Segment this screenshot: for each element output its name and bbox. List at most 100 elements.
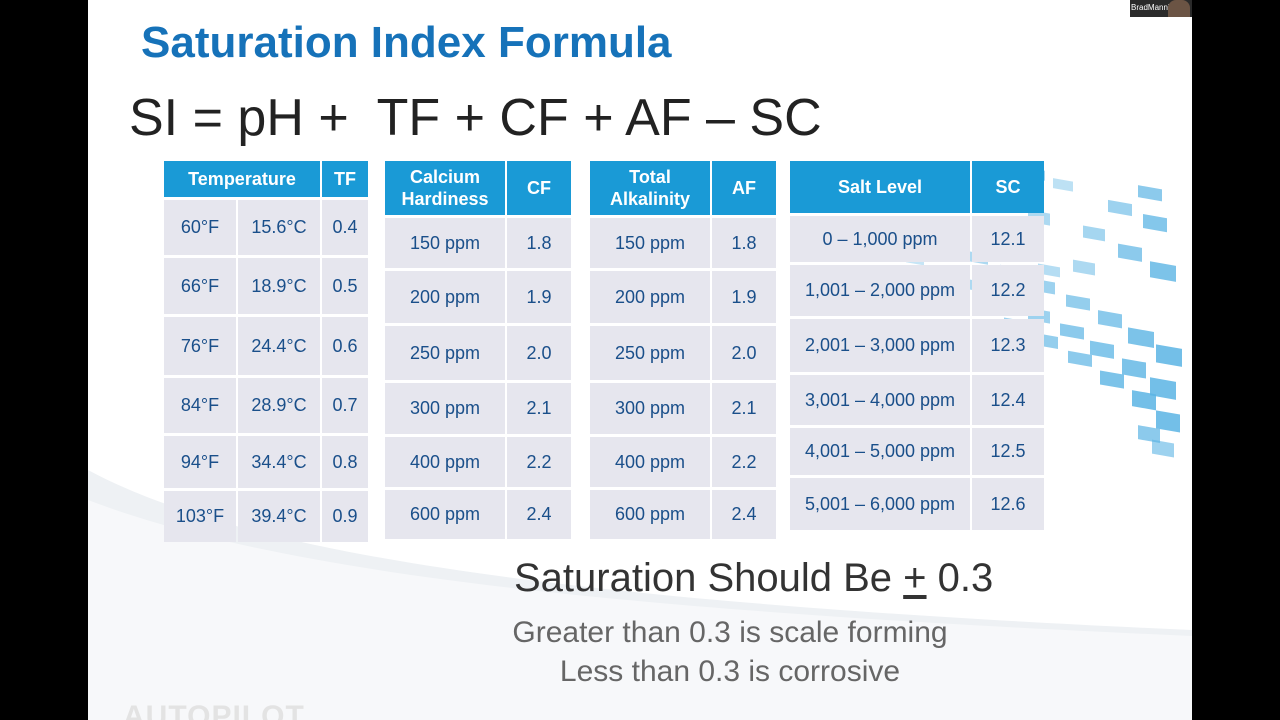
- decorative-square: [1132, 390, 1156, 411]
- table-row: 300 ppm 2.1: [385, 383, 571, 434]
- decorative-square: [1060, 323, 1084, 340]
- table-row: 150 ppm 1.8: [385, 218, 571, 268]
- table-row: 150 ppm 1.8: [590, 218, 776, 268]
- table-cell: 150 ppm: [385, 218, 505, 268]
- decorative-square: [1150, 261, 1176, 282]
- table-cell: 1,001 – 2,000 ppm: [790, 265, 970, 316]
- table-cell: 12.6: [972, 478, 1044, 530]
- table-row: 0 – 1,000 ppm 12.1: [790, 216, 1044, 262]
- table-header: Calcium Hardiness: [385, 161, 505, 215]
- table-row: 103°F 39.4°C 0.9: [164, 491, 368, 542]
- table-cell: 66°F: [164, 258, 236, 314]
- formula-text: SI = pH + TF + CF + AF – SC: [129, 89, 822, 147]
- slide-title: Saturation Index Formula: [141, 18, 672, 67]
- table-cell: 1.8: [507, 218, 571, 268]
- table-cell: 4,001 – 5,000 ppm: [790, 428, 970, 475]
- table-cell: 0.6: [322, 317, 368, 375]
- table-cell: 1.9: [712, 271, 776, 323]
- decorative-square: [1122, 358, 1146, 379]
- table-cell: 18.9°C: [238, 258, 320, 314]
- table-cell: 300 ppm: [385, 383, 505, 434]
- table-cell: 2.0: [507, 326, 571, 380]
- table-cell: 2.0: [712, 326, 776, 380]
- table-row: 250 ppm 2.0: [385, 326, 571, 380]
- autopilot-logo: AUTOPILOT: [123, 700, 305, 720]
- table-cell: 76°F: [164, 317, 236, 375]
- table-cell: 2.1: [712, 383, 776, 434]
- table-cell: 34.4°C: [238, 436, 320, 488]
- table-row: 94°F 34.4°C 0.8: [164, 436, 368, 488]
- table-row: 250 ppm 2.0: [590, 326, 776, 380]
- table-cell: 300 ppm: [590, 383, 710, 434]
- table-header: Total Alkalinity: [590, 161, 710, 215]
- table-row: 300 ppm 2.1: [590, 383, 776, 434]
- table-cell: 0 – 1,000 ppm: [790, 216, 970, 262]
- presentation-slide: Saturation Index Formula SI = pH + TF + …: [88, 0, 1192, 720]
- table-cell: 15.6°C: [238, 200, 320, 255]
- decorative-square: [1152, 439, 1174, 458]
- table-cell: 60°F: [164, 200, 236, 255]
- table-cell: 0.8: [322, 436, 368, 488]
- table-cell: 2.2: [712, 437, 776, 487]
- table-header: Salt Level: [790, 161, 970, 213]
- table-cell: 28.9°C: [238, 378, 320, 433]
- table-cell: 12.1: [972, 216, 1044, 262]
- table-header: TF: [322, 161, 368, 197]
- table-cell: 400 ppm: [385, 437, 505, 487]
- table-cell: 0.9: [322, 491, 368, 542]
- table-row: 5,001 – 6,000 ppm 12.6: [790, 478, 1044, 530]
- decorative-square: [1118, 243, 1142, 262]
- table-cell: 250 ppm: [590, 326, 710, 380]
- table-cell: 1.8: [712, 218, 776, 268]
- table-cell: 3,001 – 4,000 ppm: [790, 375, 970, 425]
- decorative-square: [1068, 350, 1092, 368]
- table-row: 84°F 28.9°C 0.7: [164, 378, 368, 433]
- table-cell: 103°F: [164, 491, 236, 542]
- table-cell: 2.1: [507, 383, 571, 434]
- saturation-target: Saturation Should Be + 0.3: [514, 556, 994, 600]
- table-cell: 200 ppm: [385, 271, 505, 323]
- decorative-square: [1156, 344, 1182, 367]
- table-cell: 12.4: [972, 375, 1044, 425]
- table-cell: 2.4: [507, 490, 571, 539]
- scale-forming-note: Greater than 0.3 is scale forming: [512, 616, 948, 649]
- table-row: 200 ppm 1.9: [385, 271, 571, 323]
- table-row: 600 ppm 2.4: [385, 490, 571, 539]
- table-row: 60°F 15.6°C 0.4: [164, 200, 368, 255]
- decorative-square: [1128, 327, 1154, 348]
- salt-factor-table: Salt Level SC 0 – 1,000 ppm 12.1 1,001 – 2…: [788, 158, 1046, 533]
- table-cell: 400 ppm: [590, 437, 710, 487]
- decorative-square: [1138, 185, 1162, 202]
- table-cell: 24.4°C: [238, 317, 320, 375]
- table-row: 400 ppm 2.2: [590, 437, 776, 487]
- decorative-square: [1090, 340, 1114, 359]
- table-cell: 5,001 – 6,000 ppm: [790, 478, 970, 530]
- decorative-square: [1083, 225, 1105, 242]
- table-cell: 2.4: [712, 490, 776, 539]
- table-cell: 200 ppm: [590, 271, 710, 323]
- table-header: AF: [712, 161, 776, 215]
- table-row: 2,001 – 3,000 ppm 12.3: [790, 319, 1044, 372]
- plus-minus-symbol: +: [903, 556, 927, 600]
- table-cell: 12.2: [972, 265, 1044, 316]
- table-row: 66°F 18.9°C 0.5: [164, 258, 368, 314]
- background-swoosh: [88, 470, 1192, 720]
- decorative-square: [1138, 425, 1160, 444]
- table-cell: 94°F: [164, 436, 236, 488]
- decorative-square: [1108, 199, 1132, 217]
- table-cell: 39.4°C: [238, 491, 320, 542]
- participant-name: BradManning: [1131, 3, 1179, 12]
- decorative-square: [1053, 178, 1073, 192]
- table-row: 600 ppm 2.4: [590, 490, 776, 539]
- decorative-square: [1143, 214, 1167, 233]
- table-cell: 2.2: [507, 437, 571, 487]
- table-cell: 1.9: [507, 271, 571, 323]
- decorative-square: [1098, 310, 1122, 329]
- table-cell: 600 ppm: [590, 490, 710, 539]
- table-header: CF: [507, 161, 571, 215]
- table-cell: 600 ppm: [385, 490, 505, 539]
- temperature-factor-table: Temperature TF 60°F 15.6°C 0.4 66°F 18.9°C 0.…: [162, 158, 370, 545]
- decorative-square: [1073, 259, 1095, 276]
- decorative-square: [1156, 410, 1180, 433]
- participant-video-thumbnail[interactable]: BradManning: [1130, 0, 1192, 17]
